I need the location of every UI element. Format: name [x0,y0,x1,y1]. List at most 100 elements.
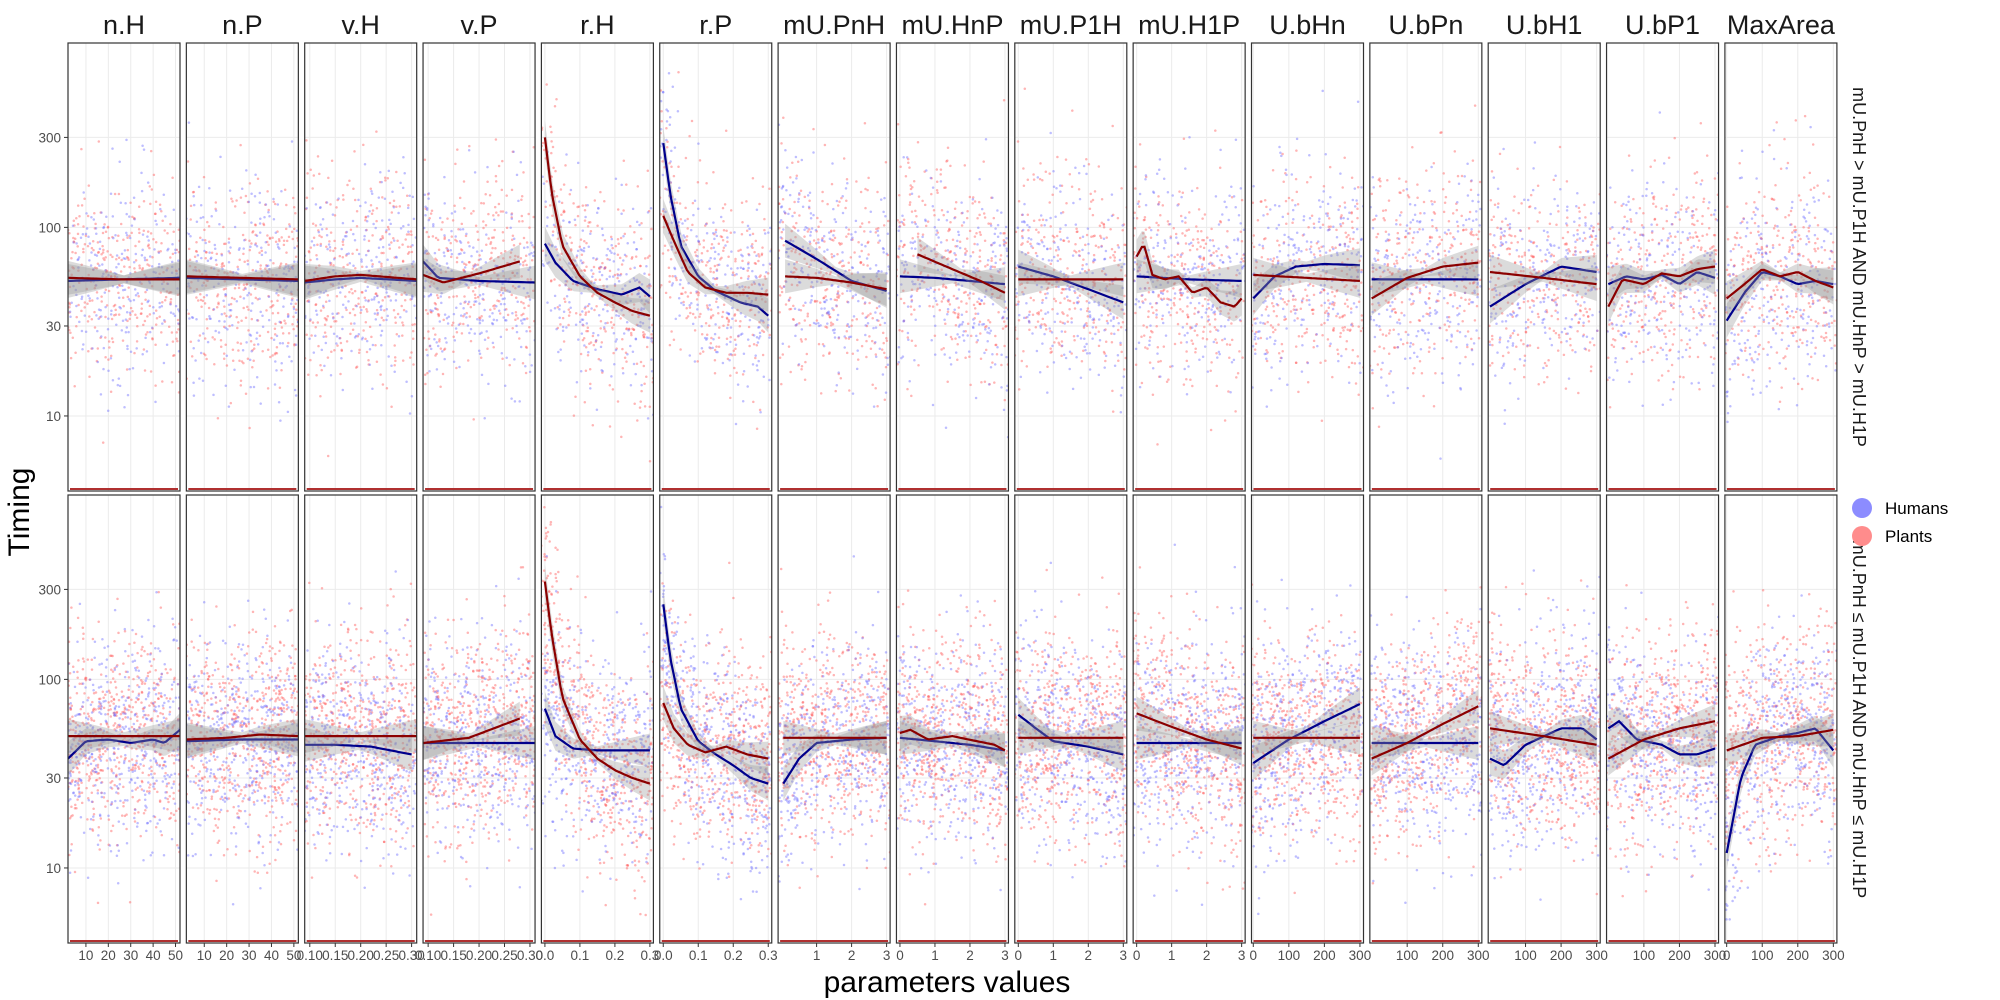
data-point [505,194,508,197]
data-point [171,252,175,256]
data-point [386,708,389,712]
data-point [362,305,365,309]
data-point [282,782,285,786]
data-point [73,780,77,784]
data-point [254,282,257,286]
data-point [434,333,437,336]
data-point [514,314,518,317]
data-point [524,296,528,299]
data-point [121,717,125,721]
data-point [93,640,97,644]
data-point [408,412,412,415]
data-point [413,738,417,742]
data-point [294,677,297,681]
data-point [202,295,206,299]
data-point [89,731,92,735]
data-point [113,711,116,714]
data-point [220,744,224,748]
data-point [212,267,216,270]
data-point [117,767,121,770]
data-point [288,753,292,757]
data-point [325,823,329,827]
data-point [256,789,260,792]
data-point [365,707,368,711]
data-point [385,736,389,740]
data-point [159,694,163,698]
data-point [252,359,255,362]
data-point [140,691,144,694]
data-point [97,620,100,623]
data-point [379,308,383,312]
data-point [434,236,438,240]
data-point [354,805,358,809]
data-point [115,711,118,715]
data-point [370,772,374,775]
data-point [219,155,222,159]
data-point [377,718,380,722]
data-point [72,284,75,288]
data-point [412,807,415,811]
data-point [348,852,351,855]
data-point [313,757,316,761]
data-point [218,781,222,784]
smooth-lines [304,719,417,772]
data-point [382,776,386,779]
data-point [232,718,235,721]
data-point [209,748,213,751]
data-point [132,677,135,681]
data-point [317,679,321,682]
data-point [161,219,164,223]
data-point [271,728,274,732]
data-point [193,674,196,678]
data-point [251,674,254,677]
data-point [71,770,75,774]
data-point [337,728,340,732]
confidence-ribbon [186,719,299,757]
data-point [172,724,176,727]
data-point [333,214,337,217]
data-point [373,750,376,753]
data-point [205,664,208,667]
data-point [215,727,219,731]
data-point [157,683,160,687]
data-point [384,179,387,182]
data-point [369,812,373,816]
data-point [221,726,225,729]
data-point [497,164,501,168]
data-point [378,640,382,643]
data-point [213,775,216,779]
data-point [106,327,110,331]
data-point [274,322,277,326]
data-point [408,785,411,788]
data-point [170,260,174,264]
data-point [326,791,329,794]
data-point [341,825,345,829]
data-point [401,708,405,712]
data-point [346,773,349,777]
data-point [163,732,166,735]
data-point [216,744,219,747]
data-point [227,250,231,253]
data-point [469,339,473,343]
data-point [313,699,317,702]
data-point [77,712,81,716]
data-point [127,684,131,688]
data-point [413,762,416,765]
data-point [426,193,430,196]
data-point [172,312,175,315]
data-point [308,251,311,254]
data-point [217,301,220,305]
data-point [200,256,203,260]
data-point [202,694,206,697]
data-point [345,730,348,734]
data-point [375,219,378,223]
data-point [367,663,370,667]
data-point [88,678,92,681]
data-point [79,713,82,716]
data-point [308,337,311,340]
data-point [372,222,375,226]
data-point [162,271,165,274]
data-point [358,831,362,835]
data-point [340,349,344,352]
data-point [115,854,119,858]
